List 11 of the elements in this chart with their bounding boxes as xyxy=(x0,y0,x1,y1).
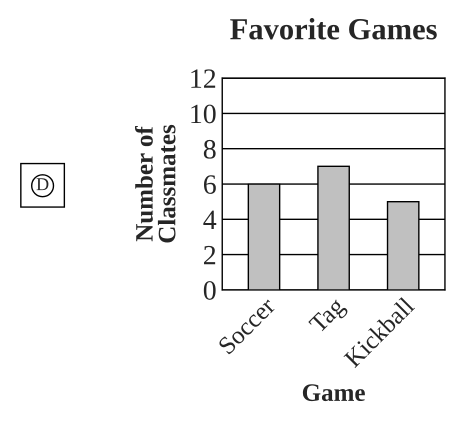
y-tick-label: 2 xyxy=(204,246,216,264)
y-axis-title: Number of Classmates xyxy=(134,124,176,243)
y-tick-label: 6 xyxy=(204,175,216,194)
y-tick-label: 0 xyxy=(204,281,216,300)
text: D xyxy=(36,178,48,190)
x-axis-title: Game xyxy=(302,384,365,402)
y-tick-label: 12 xyxy=(191,69,216,88)
chart-title: Favorite Games xyxy=(230,18,437,40)
y-tick-label: 8 xyxy=(204,140,216,159)
y-tick-label: 4 xyxy=(203,210,216,229)
y-tick-label: 10 xyxy=(191,104,216,124)
